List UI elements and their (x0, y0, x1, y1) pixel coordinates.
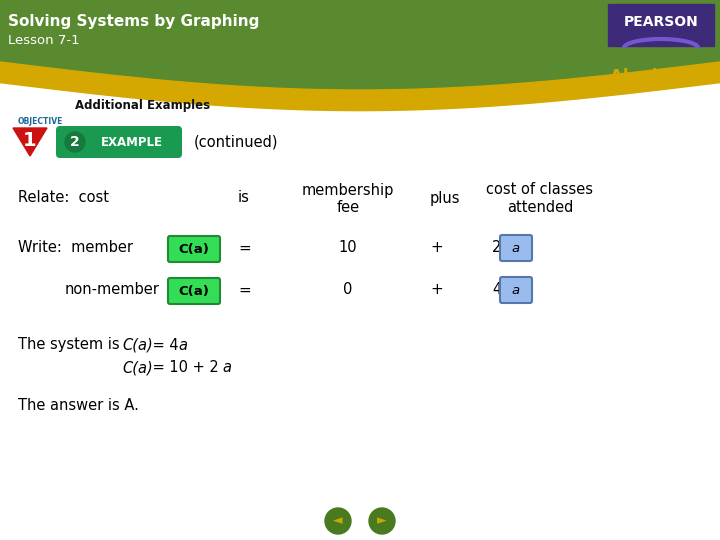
Text: a: a (178, 338, 187, 353)
FancyBboxPatch shape (56, 126, 182, 158)
Text: = 10 + 2: = 10 + 2 (148, 361, 219, 375)
Text: 0: 0 (343, 282, 353, 298)
Text: 2: 2 (70, 135, 80, 149)
Text: non-member: non-member (65, 282, 160, 298)
FancyBboxPatch shape (168, 278, 220, 304)
Text: C(a): C(a) (179, 242, 210, 255)
Text: ◄: ◄ (333, 515, 343, 528)
Bar (608, 4, 714, 46)
FancyBboxPatch shape (500, 235, 532, 261)
Text: cost of classes: cost of classes (487, 183, 593, 198)
Text: fee: fee (336, 199, 359, 214)
FancyBboxPatch shape (168, 236, 220, 262)
Text: plus: plus (430, 191, 461, 206)
Text: +: + (430, 240, 443, 255)
Polygon shape (0, 0, 720, 90)
Text: (continued): (continued) (194, 134, 279, 150)
Text: C(a): C(a) (179, 285, 210, 298)
Circle shape (325, 508, 351, 534)
Text: Solving Systems by Graphing: Solving Systems by Graphing (8, 14, 259, 29)
Text: EXAMPLE: EXAMPLE (101, 136, 163, 148)
Text: Relate:  cost: Relate: cost (18, 191, 109, 206)
Text: Write:  member: Write: member (18, 240, 133, 255)
Text: 10: 10 (338, 240, 357, 255)
Polygon shape (13, 128, 47, 156)
Text: membership: membership (302, 183, 394, 198)
Text: +: + (430, 282, 443, 298)
FancyBboxPatch shape (500, 277, 532, 303)
Text: is: is (238, 191, 250, 206)
Text: attended: attended (507, 199, 573, 214)
Text: ►: ► (377, 515, 387, 528)
Text: = 4: = 4 (148, 338, 179, 353)
Bar (0, 498, 720, 504)
Text: a: a (512, 241, 520, 254)
Text: a: a (222, 361, 231, 375)
Text: 2: 2 (492, 240, 501, 255)
Text: Algebra 1: Algebra 1 (610, 68, 700, 86)
Text: PEARSON: PEARSON (624, 15, 698, 29)
Text: The system is: The system is (18, 338, 125, 353)
Bar (0, 502, 720, 540)
Polygon shape (0, 84, 720, 540)
Text: The answer is A.: The answer is A. (18, 397, 139, 413)
Text: C(a): C(a) (122, 361, 153, 375)
Text: OBJECTIVE: OBJECTIVE (18, 118, 63, 126)
Text: a: a (512, 284, 520, 296)
Text: Lesson 7-1: Lesson 7-1 (8, 34, 80, 47)
Text: 1: 1 (23, 131, 37, 150)
Text: =: = (238, 240, 251, 255)
Text: 4: 4 (492, 282, 501, 298)
Text: C(a): C(a) (122, 338, 153, 353)
Circle shape (65, 132, 85, 152)
Text: =: = (238, 282, 251, 298)
Polygon shape (0, 62, 720, 112)
Text: Additional Examples: Additional Examples (75, 98, 210, 111)
Circle shape (369, 508, 395, 534)
